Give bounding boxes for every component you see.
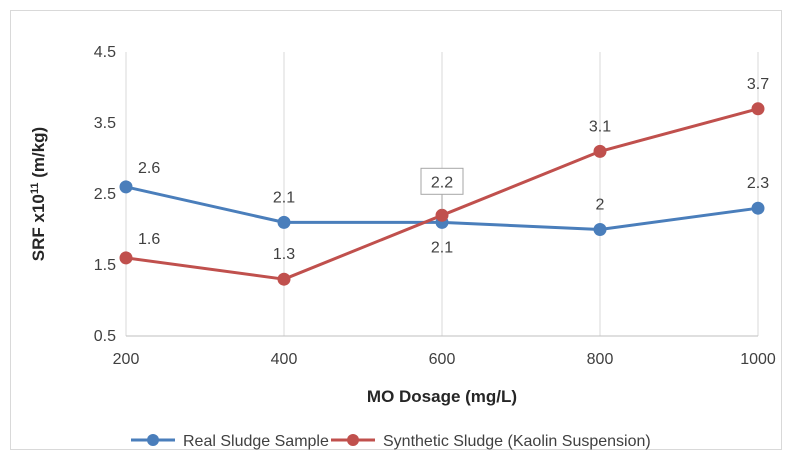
data-label: 3.1	[589, 118, 611, 135]
data-label: 3.7	[747, 76, 769, 93]
y-tick-label: 0.5	[94, 328, 116, 345]
y-tick-label: 4.5	[94, 44, 116, 61]
data-label: 2.1	[431, 239, 453, 256]
x-tick-label: 800	[587, 351, 614, 368]
series-2-point	[277, 272, 291, 286]
x-tick-label: 1000	[740, 351, 776, 368]
y-axis-title-exponent: 11	[29, 183, 41, 195]
x-axis-title: MO Dosage (mg/L)	[367, 387, 517, 406]
y-tick-label: 1.5	[94, 257, 116, 274]
data-label: 2.2	[431, 174, 453, 191]
legend-marker-1	[147, 434, 159, 446]
y-axis-title-main: SRF x10	[29, 194, 48, 261]
data-label: 2	[596, 197, 605, 214]
data-label: 2.6	[138, 160, 160, 177]
data-label: 1.3	[273, 246, 295, 263]
legend-label: Real Sludge Sample	[183, 433, 329, 450]
chart-frame	[10, 10, 782, 450]
legend-marker-2	[347, 434, 359, 446]
legend-label: Synthetic Sludge (Kaolin Suspension)	[383, 433, 651, 450]
series-1-point	[593, 223, 607, 236]
series-2-point	[435, 208, 449, 222]
x-tick-label: 200	[113, 351, 140, 368]
series-2-point	[751, 102, 765, 116]
y-axis-title: SRF x1011 (m/kg)	[29, 127, 48, 261]
series-1-point	[119, 180, 133, 194]
series-2-point	[119, 251, 133, 265]
series-2-point	[593, 144, 607, 158]
data-label: 2.3	[747, 175, 769, 192]
data-label: 2.1	[273, 189, 295, 206]
y-axis-title-unit: (m/kg)	[29, 127, 48, 183]
x-tick-label: 400	[271, 351, 298, 368]
series-1-point	[277, 215, 291, 229]
series-1-point	[751, 201, 765, 215]
y-tick-label: 3.5	[94, 115, 116, 132]
y-tick-label: 2.5	[94, 186, 116, 203]
data-label: 1.6	[138, 231, 160, 248]
x-tick-label: 600	[429, 351, 456, 368]
